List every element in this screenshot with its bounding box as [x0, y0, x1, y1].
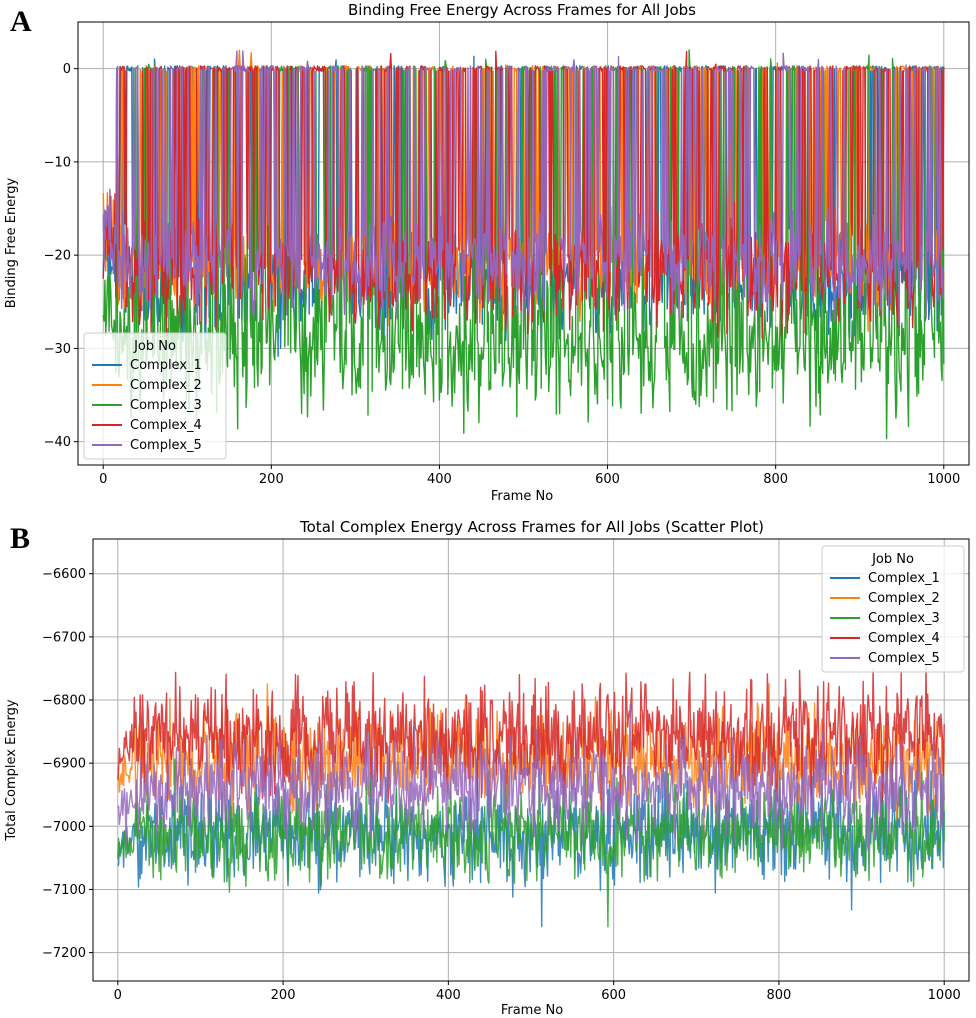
chart-a-title: Binding Free Energy Across Frames for Al…: [348, 1, 696, 19]
chart-b-ylabel: Total Complex Energy: [4, 699, 19, 841]
y-tick-label-2: −6800: [42, 694, 86, 709]
legend-label-complex-5: Complex_5: [868, 651, 940, 666]
y-tick-label-6: −7200: [42, 946, 86, 961]
legend-label-complex-4: Complex_4: [130, 418, 202, 433]
chart-b-xlabel: Frame No: [501, 1003, 563, 1018]
legend-label-complex-4: Complex_4: [868, 631, 940, 646]
legend: Job No Complex_1 Complex_2 Complex_3 Complex…: [83, 332, 227, 460]
series-group: [117, 664, 945, 928]
x-tick-label-3: 600: [601, 988, 626, 1003]
panel-letter-b: B: [10, 522, 30, 555]
chart-a-ylabel: Binding Free Energy: [4, 177, 19, 308]
y-tick-label-4: −40: [44, 435, 71, 450]
legend-label-complex-2: Complex_2: [130, 378, 202, 393]
y-tick-label-0: −6600: [42, 567, 86, 582]
y-tick-label-1: −10: [44, 155, 71, 170]
x-tick-label-1: 200: [259, 472, 284, 487]
x-tick-label-2: 400: [427, 472, 452, 487]
legend-title: Job No: [133, 339, 176, 354]
chart-a-xlabel: Frame No: [491, 489, 553, 504]
x-tick-label-0: 0: [99, 472, 107, 487]
x-tick-label-5: 1000: [928, 988, 961, 1003]
plot-area-a: 0 200 400 600 800 1000 0 −10 −20 −30 −40 Job No Comp…: [44, 21, 970, 487]
panel-letter-a: A: [10, 5, 32, 38]
series-line-complex-5: [102, 50, 945, 325]
series-group: [102, 49, 945, 440]
x-tick-label-3: 600: [595, 472, 620, 487]
y-tick-label-2: −20: [44, 249, 71, 264]
plot-area-b: 0 200 400 600 800 1000 −6600 −6700 −6800 −6900 −70…: [42, 538, 970, 1003]
legend-title: Job No: [871, 552, 914, 567]
x-tick-label-2: 400: [436, 988, 461, 1003]
y-tick-label-0: 0: [63, 62, 71, 77]
legend-label-complex-1: Complex_1: [130, 358, 202, 373]
y-tick-label-5: −7100: [42, 883, 86, 898]
series-line-complex-5: [117, 703, 945, 851]
legend-label-complex-1: Complex_1: [868, 571, 940, 586]
series-line-complex-3: [117, 758, 945, 928]
y-tick-label-3: −6900: [42, 757, 86, 772]
x-tick-label-0: 0: [114, 988, 122, 1003]
legend-label-complex-2: Complex_2: [868, 591, 940, 606]
legend-label-complex-3: Complex_3: [868, 611, 940, 626]
plot-frame: [77, 21, 970, 466]
x-tick-label-4: 800: [763, 472, 788, 487]
x-tick-label-4: 800: [767, 988, 792, 1003]
series-line-complex-3: [102, 49, 945, 440]
legend-label-complex-3: Complex_3: [130, 398, 202, 413]
y-tick-label-4: −7000: [42, 820, 86, 835]
y-tick-label-1: −6700: [42, 630, 86, 645]
x-tick-label-5: 1000: [927, 472, 960, 487]
x-tick-label-1: 200: [271, 988, 296, 1003]
plot-frame: [92, 538, 970, 982]
y-tick-label-3: −30: [44, 342, 71, 357]
legend-label-complex-5: Complex_5: [130, 438, 202, 453]
chart-b-title: Total Complex Energy Across Frames for A…: [299, 518, 764, 536]
legend: Job No Complex_1 Complex_2 Complex_3 Complex…: [821, 545, 965, 673]
series-line-complex-4: [117, 664, 945, 811]
